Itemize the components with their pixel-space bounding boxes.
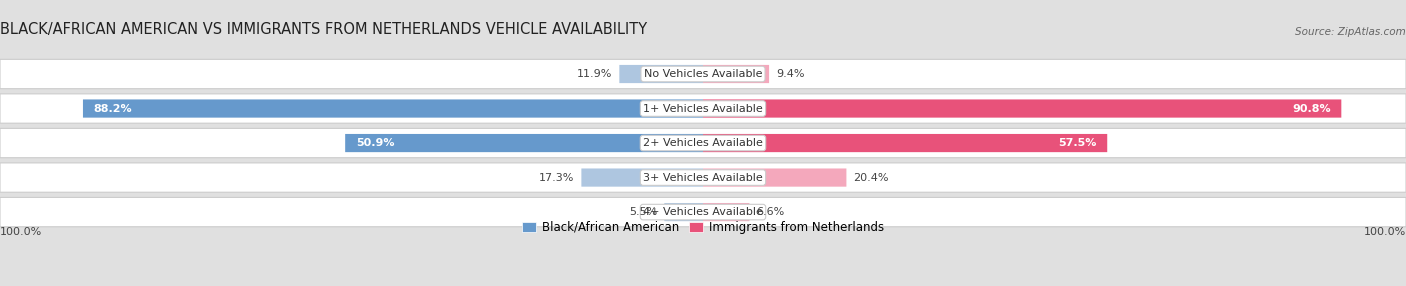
Text: 3+ Vehicles Available: 3+ Vehicles Available [643, 172, 763, 182]
FancyBboxPatch shape [0, 163, 1406, 192]
FancyBboxPatch shape [703, 168, 846, 187]
FancyBboxPatch shape [83, 100, 703, 118]
FancyBboxPatch shape [619, 65, 703, 83]
FancyBboxPatch shape [0, 94, 1406, 123]
Text: 17.3%: 17.3% [538, 172, 575, 182]
FancyBboxPatch shape [0, 59, 1406, 89]
Text: 2+ Vehicles Available: 2+ Vehicles Available [643, 138, 763, 148]
Text: 5.5%: 5.5% [628, 207, 657, 217]
Text: Source: ZipAtlas.com: Source: ZipAtlas.com [1295, 27, 1406, 37]
Text: 9.4%: 9.4% [776, 69, 804, 79]
FancyBboxPatch shape [703, 203, 749, 221]
Text: 57.5%: 57.5% [1059, 138, 1097, 148]
Text: 11.9%: 11.9% [576, 69, 613, 79]
FancyBboxPatch shape [703, 100, 1341, 118]
FancyBboxPatch shape [703, 134, 1108, 152]
Text: 50.9%: 50.9% [356, 138, 394, 148]
Text: 6.6%: 6.6% [756, 207, 785, 217]
Text: 90.8%: 90.8% [1292, 104, 1330, 114]
Text: 20.4%: 20.4% [853, 172, 889, 182]
FancyBboxPatch shape [582, 168, 703, 187]
Text: No Vehicles Available: No Vehicles Available [644, 69, 762, 79]
FancyBboxPatch shape [0, 128, 1406, 158]
Text: 100.0%: 100.0% [0, 227, 42, 237]
FancyBboxPatch shape [0, 197, 1406, 227]
Text: 88.2%: 88.2% [93, 104, 132, 114]
Legend: Black/African American, Immigrants from Netherlands: Black/African American, Immigrants from … [517, 216, 889, 239]
FancyBboxPatch shape [665, 203, 703, 221]
Text: 4+ Vehicles Available: 4+ Vehicles Available [643, 207, 763, 217]
FancyBboxPatch shape [703, 65, 769, 83]
Text: 100.0%: 100.0% [1364, 227, 1406, 237]
FancyBboxPatch shape [346, 134, 703, 152]
Text: BLACK/AFRICAN AMERICAN VS IMMIGRANTS FROM NETHERLANDS VEHICLE AVAILABILITY: BLACK/AFRICAN AMERICAN VS IMMIGRANTS FRO… [0, 22, 647, 37]
Text: 1+ Vehicles Available: 1+ Vehicles Available [643, 104, 763, 114]
